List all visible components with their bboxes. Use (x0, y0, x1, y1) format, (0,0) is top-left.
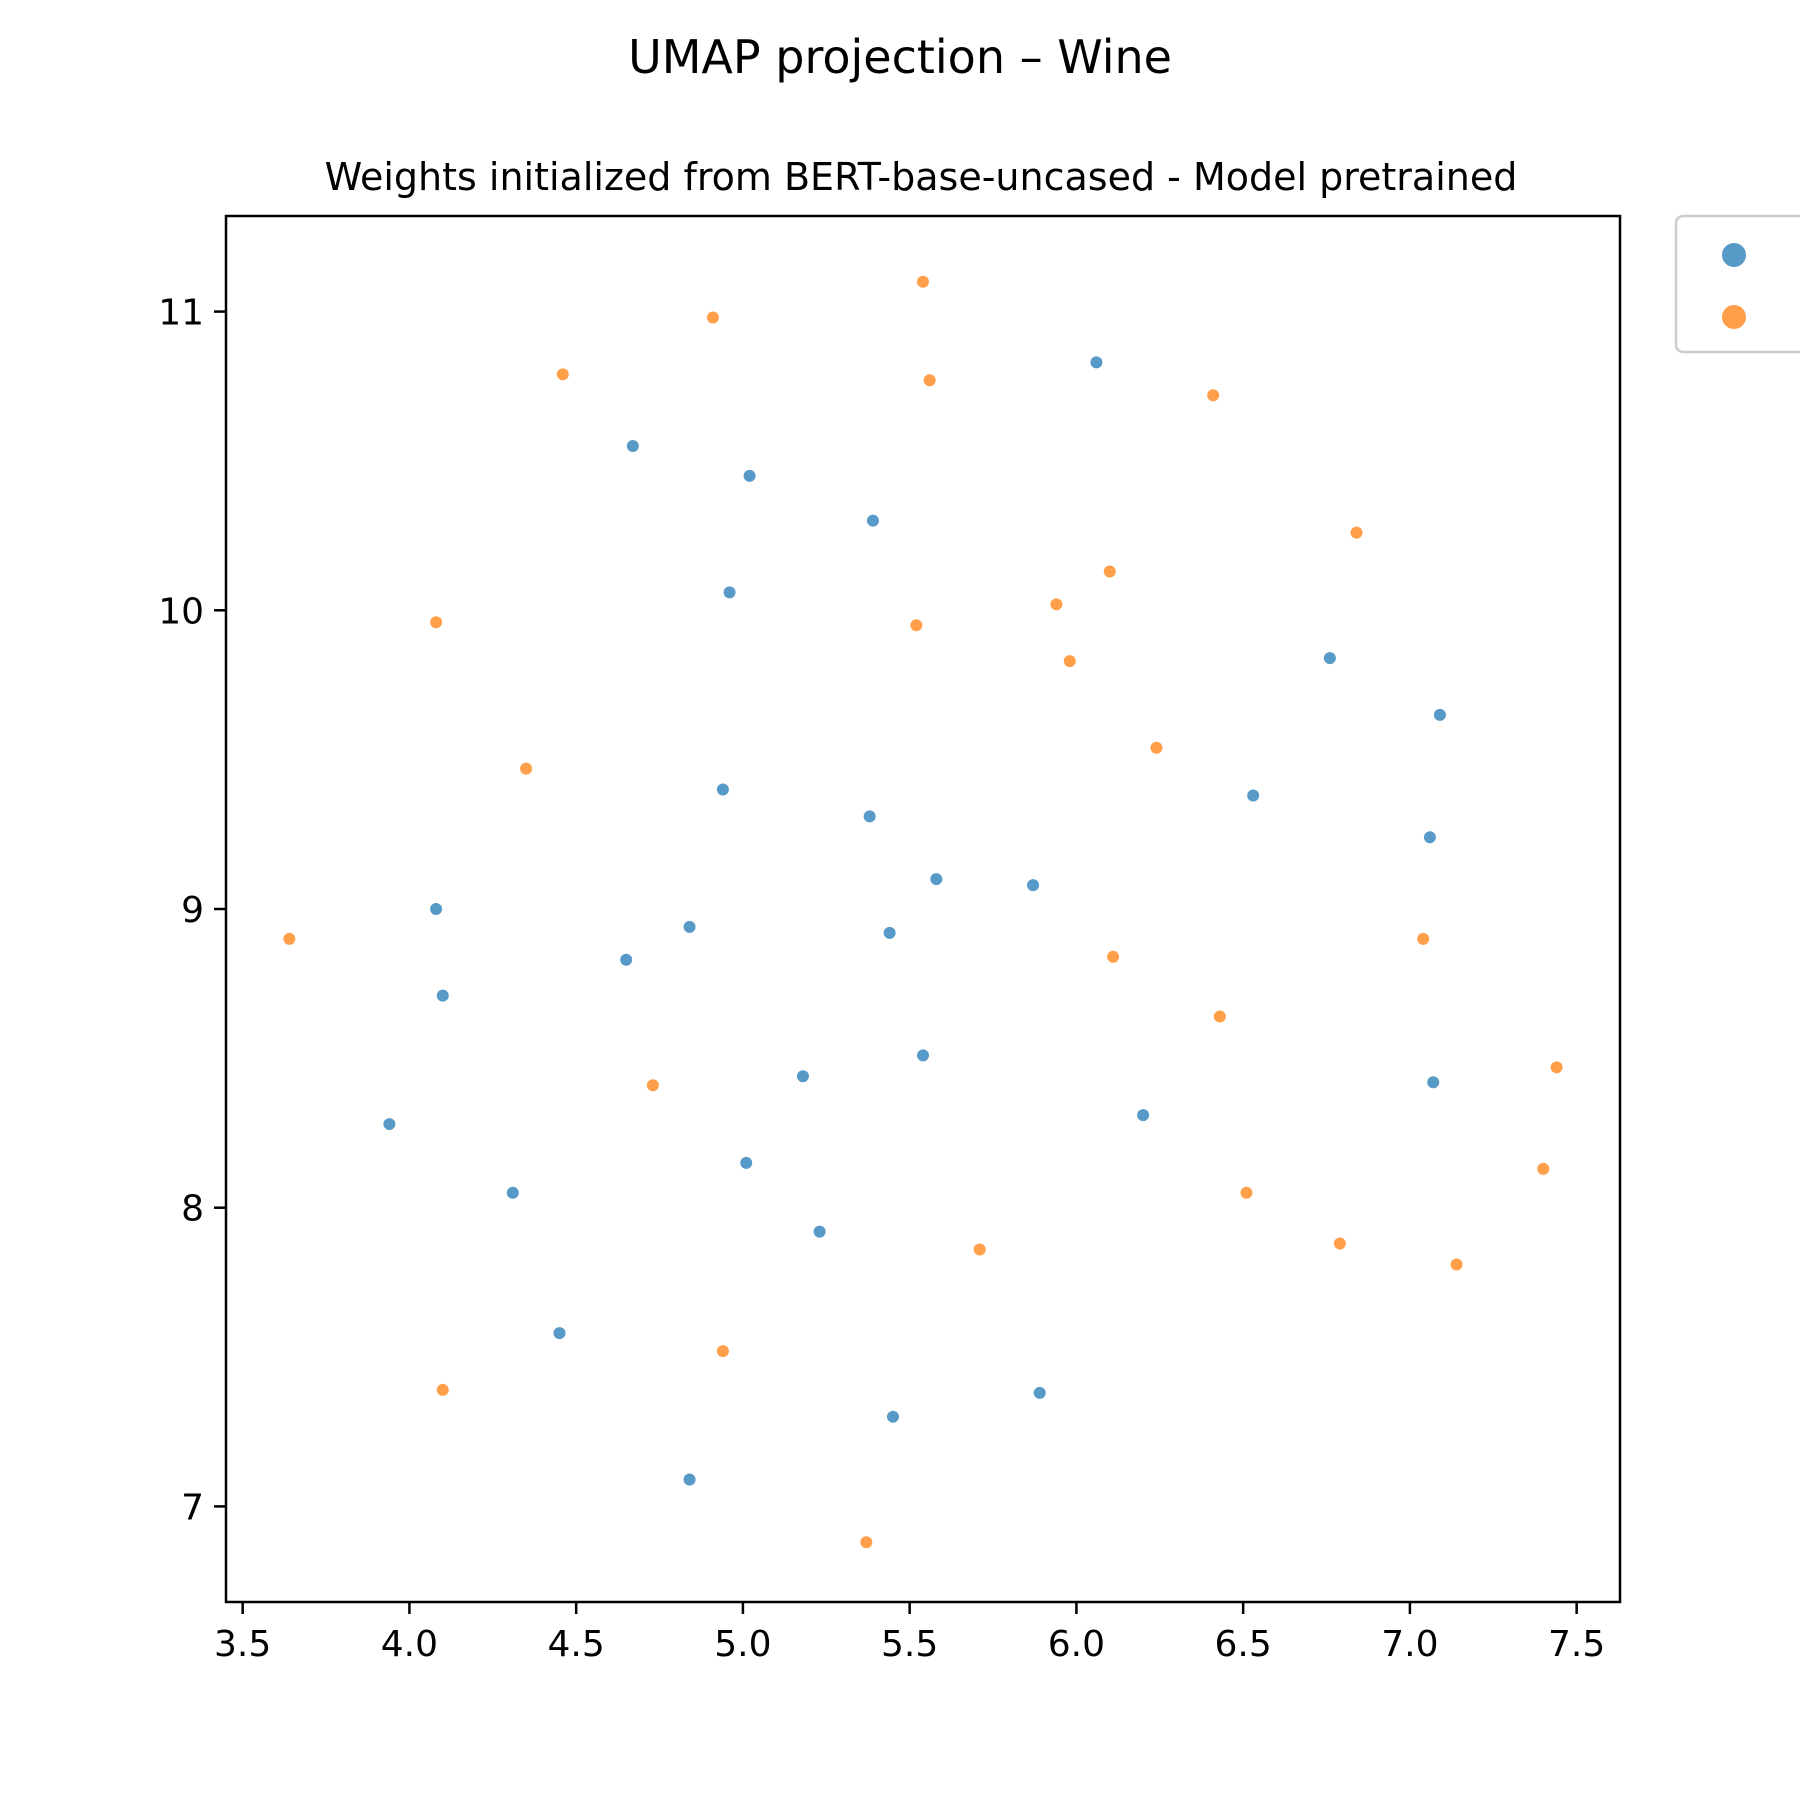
scatter-point-series-2 (1450, 1258, 1463, 1271)
scatter-point-series-2 (716, 1345, 729, 1358)
scatter-point-series-2 (1103, 565, 1116, 578)
scatter-point-series-1 (813, 1225, 826, 1238)
scatter-point-series-2 (910, 619, 923, 632)
scatter-point-series-1 (1433, 708, 1446, 721)
x-tick-label: 7.5 (1548, 1624, 1605, 1665)
scatter-point-series-1 (796, 1070, 809, 1083)
plot-area-frame (224, 214, 1622, 1604)
x-tick-label: 7.0 (1381, 1624, 1438, 1665)
scatter-point-series-1 (383, 1118, 396, 1131)
scatter-point-series-1 (553, 1327, 566, 1340)
y-tick-label: 9 (181, 890, 204, 931)
scatter-point-series-2 (1350, 526, 1363, 539)
scatter-point-series-1 (1427, 1076, 1440, 1089)
scatter-point-series-1 (917, 1049, 929, 1062)
scatter-point-series-1 (1137, 1109, 1150, 1122)
scatter-point-series-1 (506, 1186, 519, 1199)
scatter-point-series-2 (973, 1243, 986, 1256)
scatter-point-series-1 (930, 873, 943, 886)
scatter-point-series-2 (1150, 741, 1163, 754)
scatter-point-series-2 (646, 1079, 659, 1092)
data-points (283, 275, 1563, 1549)
x-tick-label: 5.0 (714, 1624, 771, 1665)
scatter-point-series-1 (620, 953, 633, 966)
scatter-point-series-1 (723, 586, 736, 599)
x-tick-label: 3.5 (214, 1624, 271, 1665)
scatter-point-series-1 (1323, 652, 1336, 665)
y-tick-label: 8 (181, 1189, 204, 1230)
scatter-point-series-2 (1240, 1186, 1253, 1199)
scatter-point-series-2 (923, 374, 936, 387)
scatter-point-series-1 (1027, 879, 1040, 892)
scatter-point-series-2 (283, 932, 296, 945)
legend (1674, 214, 1800, 354)
scatter-point-series-2 (1537, 1162, 1550, 1175)
scatter-point-series-1 (683, 1473, 696, 1486)
x-tick-label: 6.5 (1215, 1624, 1272, 1665)
scatter-point-series-1 (863, 810, 876, 823)
scatter-point-series-1 (1247, 789, 1260, 802)
y-tick-label: 7 (181, 1487, 204, 1528)
scatter-point-series-1 (683, 920, 696, 933)
scatter-point-series-1 (1423, 831, 1436, 844)
scatter-point-series-1 (430, 903, 443, 915)
scatter-point-series-2 (860, 1536, 873, 1549)
scatter-point-series-2 (1550, 1061, 1563, 1074)
x-tick-label: 5.5 (881, 1624, 938, 1665)
scatter-point-series-2 (1213, 1010, 1226, 1023)
scatter-point-series-1 (1033, 1386, 1046, 1399)
x-tick-label: 4.5 (548, 1624, 605, 1665)
x-axis: 3.5 4.0 4.5 5.0 5.5 6.0 6.5 7.0 7.5 (214, 1602, 1605, 1665)
scatter-point-series-2 (706, 311, 719, 324)
scatter-point-series-2 (556, 368, 569, 381)
scatter-point-series-1 (1090, 356, 1103, 369)
x-tick-label: 6.0 (1048, 1624, 1105, 1665)
y-tick-label: 10 (158, 591, 204, 632)
scatter-point-series-2 (1107, 950, 1120, 963)
scatter-point-series-2 (1207, 389, 1220, 402)
scatter-point-series-1 (626, 440, 639, 453)
legend-marker-series-2 (1722, 305, 1746, 329)
chart-subtitle: Weights initialized from BERT-base-uncas… (325, 155, 1518, 199)
scatter-point-series-2 (1417, 932, 1430, 945)
scatter-point-series-2 (1063, 655, 1076, 668)
scatter-point-series-1 (740, 1156, 753, 1169)
scatter-point-series-1 (886, 1410, 899, 1423)
figure-title: UMAP projection – Wine (628, 30, 1172, 84)
scatter-point-series-2 (917, 275, 929, 288)
scatter-point-series-2 (1333, 1237, 1346, 1250)
scatter-point-series-2 (436, 1383, 449, 1396)
scatter-point-series-1 (883, 926, 896, 939)
legend-frame (1674, 214, 1800, 354)
scatter-point-series-1 (866, 514, 879, 527)
scatter-point-series-1 (743, 469, 756, 482)
scatter-point-series-2 (430, 616, 443, 629)
scatter-point-series-1 (436, 989, 449, 1002)
scatter-point-series-1 (716, 783, 729, 796)
legend-marker-series-1 (1722, 243, 1746, 267)
y-tick-label: 11 (158, 293, 204, 334)
x-tick-label: 4.0 (381, 1624, 438, 1665)
scatter-point-series-2 (1050, 598, 1063, 611)
scatter-point-series-2 (520, 762, 533, 775)
y-axis: 7 8 9 10 11 (158, 293, 226, 1528)
